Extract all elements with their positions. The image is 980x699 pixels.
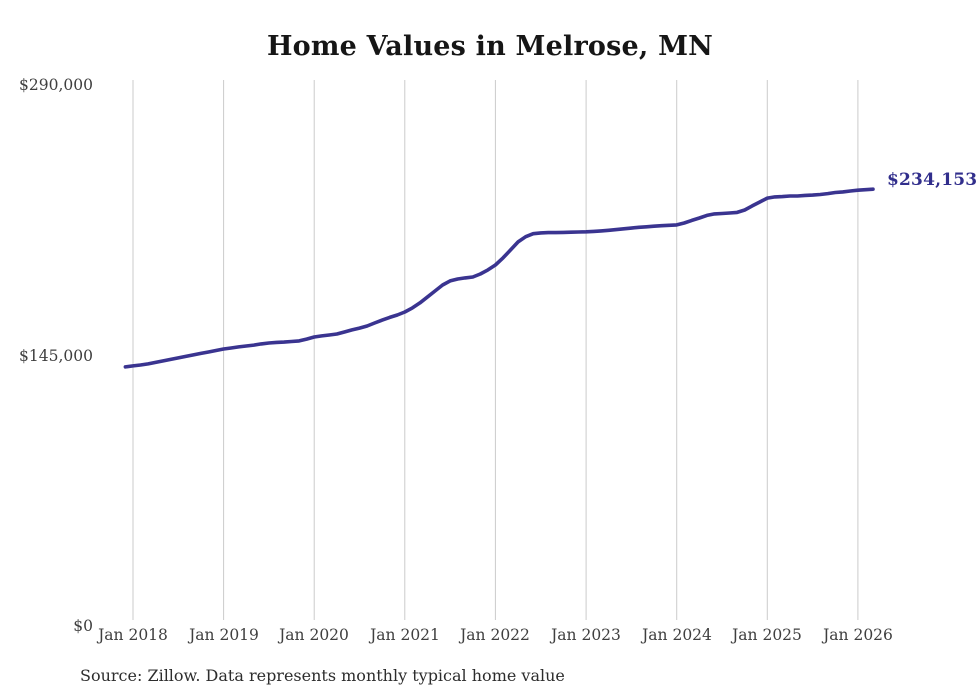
x-axis-tick-label: Jan 2024 — [642, 626, 712, 644]
page-title: Home Values in Melrose, MN — [266, 31, 714, 62]
x-axis-tick-label: Jan 2022 — [460, 626, 530, 644]
value-line — [123, 187, 875, 369]
y-axis-tick-label: $145,000 — [19, 347, 93, 365]
x-axis-tick-label: Jan 2020 — [279, 626, 349, 644]
source-note: Source: Zillow. Data represents monthly … — [80, 666, 565, 685]
y-axis-tick-label: $0 — [73, 617, 93, 635]
x-axis-tick-label: Jan 2018 — [98, 626, 168, 644]
x-axis-tick-label: Jan 2026 — [823, 626, 893, 644]
x-axis-tick-label: Jan 2025 — [732, 626, 802, 644]
x-axis-tick-label: Jan 2021 — [370, 626, 440, 644]
y-axis-tick-label: $290,000 — [19, 76, 93, 94]
x-axis-tick-label: Jan 2023 — [551, 626, 621, 644]
end-value-label: $234,153 — [887, 170, 978, 190]
x-axis-tick-label: Jan 2019 — [189, 626, 259, 644]
